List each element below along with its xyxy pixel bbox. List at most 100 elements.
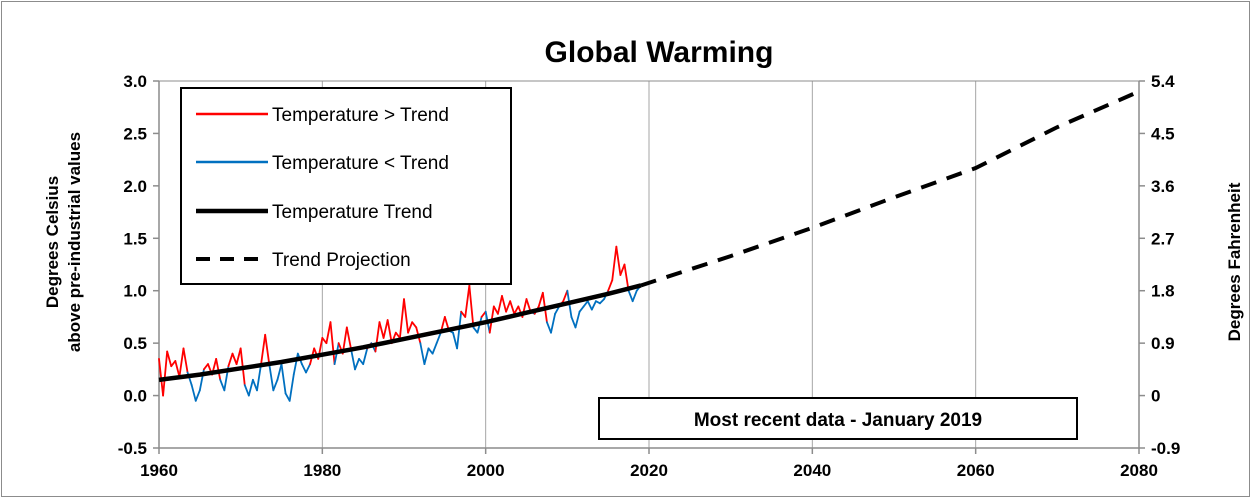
y-tick-label-left: 3.0	[123, 72, 147, 91]
axis-layer: 1960 1980 2000 2020 2040 2060 2080 3.0 5.4 2.5 4.5…	[118, 72, 1181, 480]
temperature-above-segment	[407, 321, 414, 334]
temperature-above-segment	[166, 350, 173, 368]
temperature-above-segment	[513, 305, 520, 315]
temperature-above-segment	[411, 321, 418, 329]
chart-title: Global Warming	[545, 36, 774, 69]
y-tick-label-right: -0.9	[1151, 439, 1180, 458]
y-tick-label-right: 1.8	[1151, 282, 1175, 301]
y-tick-label-right: 4.5	[1151, 124, 1175, 143]
temperature-below-segment	[435, 331, 442, 345]
y-tick-label-left: 0.0	[123, 387, 147, 406]
temperature-below-segment	[578, 305, 585, 313]
trend-line	[158, 283, 642, 383]
x-tick-label: 2060	[957, 461, 995, 480]
x-tick-label: 1960	[140, 461, 178, 480]
temperature-above-segment	[325, 321, 332, 345]
temperature-below-segment	[586, 300, 593, 311]
annotation-frame	[598, 397, 1078, 440]
temperature-below-segment	[243, 384, 250, 397]
legend-label-below: Temperature < Trend	[272, 153, 449, 174]
temperature-below-segment	[272, 378, 279, 392]
temperature-below-segment	[276, 363, 283, 381]
temperature-below-segment	[305, 363, 311, 374]
trend-projection-line	[640, 89, 1140, 288]
temperature-below-segment	[354, 357, 360, 371]
temperature-above-segment	[497, 295, 503, 315]
y-tick-label-right: 0.9	[1151, 334, 1175, 353]
y-tick-label-right: 3.6	[1151, 177, 1175, 196]
temperature-below-segment	[288, 373, 295, 402]
temperature-above-segment	[329, 321, 336, 366]
temperature-above-segment	[345, 326, 352, 350]
temperature-below-segment	[570, 316, 577, 329]
y-tick-label-left: 0.5	[123, 334, 147, 353]
temperature-below-segment	[252, 378, 258, 392]
temperature-below-segment	[194, 389, 201, 402]
temperature-above-segment	[158, 357, 164, 397]
temperature-below-segment	[247, 378, 254, 397]
y-tick-label-left: 1.0	[123, 282, 147, 301]
temperature-above-segment	[386, 319, 393, 345]
temperature-below-segment	[427, 347, 434, 355]
temperature-below-segment	[301, 363, 307, 374]
temperature-below-segment	[268, 363, 275, 392]
temperature-above-segment	[203, 363, 209, 371]
x-tick-label: 2020	[630, 461, 668, 480]
temperature-above-segment	[378, 321, 385, 339]
temperature-below-segment	[456, 310, 463, 350]
legend: Temperature > Trend Temperature < Trend …	[180, 87, 512, 285]
y-axis-label-right: Degrees Fahrenheit	[1225, 182, 1244, 341]
temperature-below-segment	[256, 363, 262, 392]
y-axis-label-left-line2: above pre-industrial values	[65, 132, 84, 352]
y-tick-label-right: 2.7	[1151, 229, 1175, 248]
temperature-above-segment	[403, 298, 409, 334]
y-tick-label-right: 0	[1151, 387, 1160, 406]
temperature-above-segment	[264, 333, 271, 366]
temperature-below-segment	[582, 300, 589, 308]
temperature-above-segment	[374, 321, 381, 353]
temperature-below-segment	[350, 347, 356, 371]
y-tick-label-right: 5.4	[1151, 72, 1175, 91]
legend-label-above: Temperature > Trend	[272, 105, 449, 126]
temperature-below-segment	[550, 312, 556, 334]
temperature-above-segment	[619, 263, 626, 276]
temperature-above-segment	[509, 300, 516, 315]
temperature-above-segment	[215, 357, 222, 381]
temperature-above-segment	[607, 279, 614, 292]
temperature-below-segment	[631, 289, 638, 303]
temperature-above-segment	[464, 284, 471, 318]
y-tick-label-left: -0.5	[118, 439, 147, 458]
temperature-above-segment	[178, 347, 185, 378]
temperature-above-segment	[174, 360, 181, 378]
temperature-below-segment	[590, 300, 597, 311]
temperature-below-segment	[627, 289, 634, 303]
legend-box	[180, 87, 512, 285]
temperature-above-segment	[501, 295, 507, 313]
x-tick-label: 2040	[793, 461, 831, 480]
temperature-below-segment	[219, 378, 226, 392]
temperature-above-segment	[399, 298, 405, 339]
temperature-below-segment	[574, 310, 581, 329]
temperature-below-segment	[190, 384, 197, 402]
temperature-below-segment	[292, 352, 299, 376]
legend-label-trend: Temperature Trend	[272, 202, 433, 223]
temperature-above-segment	[623, 263, 630, 292]
temperature-above-segment	[231, 352, 238, 366]
temperature-above-segment	[182, 347, 189, 374]
temperature-below-segment	[423, 347, 430, 366]
temperature-above-segment	[615, 245, 622, 276]
temperature-above-segment	[562, 289, 569, 303]
temperature-above-segment	[260, 333, 267, 366]
annotation-box: Most recent data - January 2019	[598, 397, 1078, 440]
temperature-above-segment	[611, 245, 618, 282]
temperature-above-segment	[162, 350, 169, 397]
temperature-below-segment	[419, 342, 426, 366]
y-tick-label-left: 1.5	[123, 229, 147, 248]
temperature-below-segment	[280, 363, 287, 395]
temperature-below-segment	[362, 347, 369, 366]
temperature-above-segment	[525, 298, 532, 313]
x-tick-label: 1980	[303, 461, 341, 480]
temperature-above-segment	[235, 347, 242, 366]
